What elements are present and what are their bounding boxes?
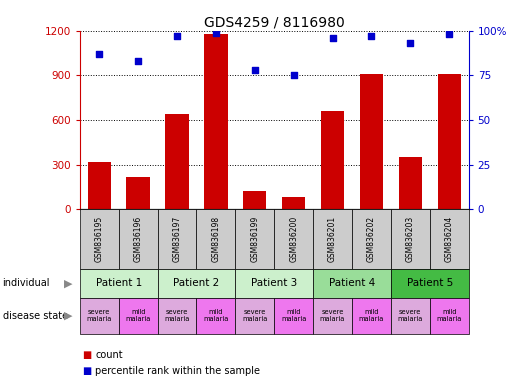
Point	[251, 67, 259, 73]
Text: severe
malaria: severe malaria	[242, 310, 267, 322]
Point	[134, 58, 142, 64]
Text: mild
malaria: mild malaria	[359, 310, 384, 322]
Point	[173, 33, 181, 39]
Bar	[204, 35, 228, 209]
Bar	[360, 74, 383, 209]
Text: Patient 4: Patient 4	[329, 278, 375, 288]
Bar	[321, 111, 344, 209]
Text: ▶: ▶	[64, 278, 73, 288]
Text: GSM836196: GSM836196	[134, 216, 143, 262]
Bar	[282, 197, 305, 209]
Point	[95, 51, 104, 57]
Text: Patient 5: Patient 5	[407, 278, 453, 288]
Text: GSM836197: GSM836197	[173, 216, 181, 262]
Text: GSM836195: GSM836195	[95, 216, 104, 262]
Text: GSM836203: GSM836203	[406, 216, 415, 262]
Point	[212, 30, 220, 36]
Point	[406, 40, 415, 46]
Text: count: count	[95, 350, 123, 360]
Text: GSM836204: GSM836204	[445, 216, 454, 262]
Bar	[88, 162, 111, 209]
Text: GSM836201: GSM836201	[328, 216, 337, 262]
Text: GSM836198: GSM836198	[212, 216, 220, 262]
Title: GDS4259 / 8116980: GDS4259 / 8116980	[204, 16, 345, 30]
Text: severe
malaria: severe malaria	[164, 310, 190, 322]
Bar	[165, 114, 188, 209]
Text: ▶: ▶	[64, 311, 73, 321]
Text: mild
malaria: mild malaria	[126, 310, 151, 322]
Text: GSM836199: GSM836199	[250, 216, 259, 262]
Bar	[399, 157, 422, 209]
Text: GSM836200: GSM836200	[289, 216, 298, 262]
Point	[445, 31, 453, 37]
Point	[367, 33, 375, 39]
Text: individual: individual	[3, 278, 50, 288]
Text: severe
malaria: severe malaria	[398, 310, 423, 322]
Text: severe
malaria: severe malaria	[320, 310, 345, 322]
Text: GSM836202: GSM836202	[367, 216, 376, 262]
Text: percentile rank within the sample: percentile rank within the sample	[95, 366, 260, 376]
Bar	[438, 74, 461, 209]
Text: mild
malaria: mild malaria	[203, 310, 229, 322]
Text: disease state: disease state	[3, 311, 67, 321]
Point	[289, 72, 298, 78]
Text: mild
malaria: mild malaria	[437, 310, 462, 322]
Text: ■: ■	[82, 366, 92, 376]
Text: mild
malaria: mild malaria	[281, 310, 306, 322]
Text: severe
malaria: severe malaria	[87, 310, 112, 322]
Text: ■: ■	[82, 350, 92, 360]
Text: Patient 3: Patient 3	[251, 278, 297, 288]
Point	[329, 35, 337, 41]
Bar	[127, 177, 150, 209]
Bar	[243, 192, 266, 209]
Text: Patient 2: Patient 2	[174, 278, 219, 288]
Text: Patient 1: Patient 1	[96, 278, 142, 288]
